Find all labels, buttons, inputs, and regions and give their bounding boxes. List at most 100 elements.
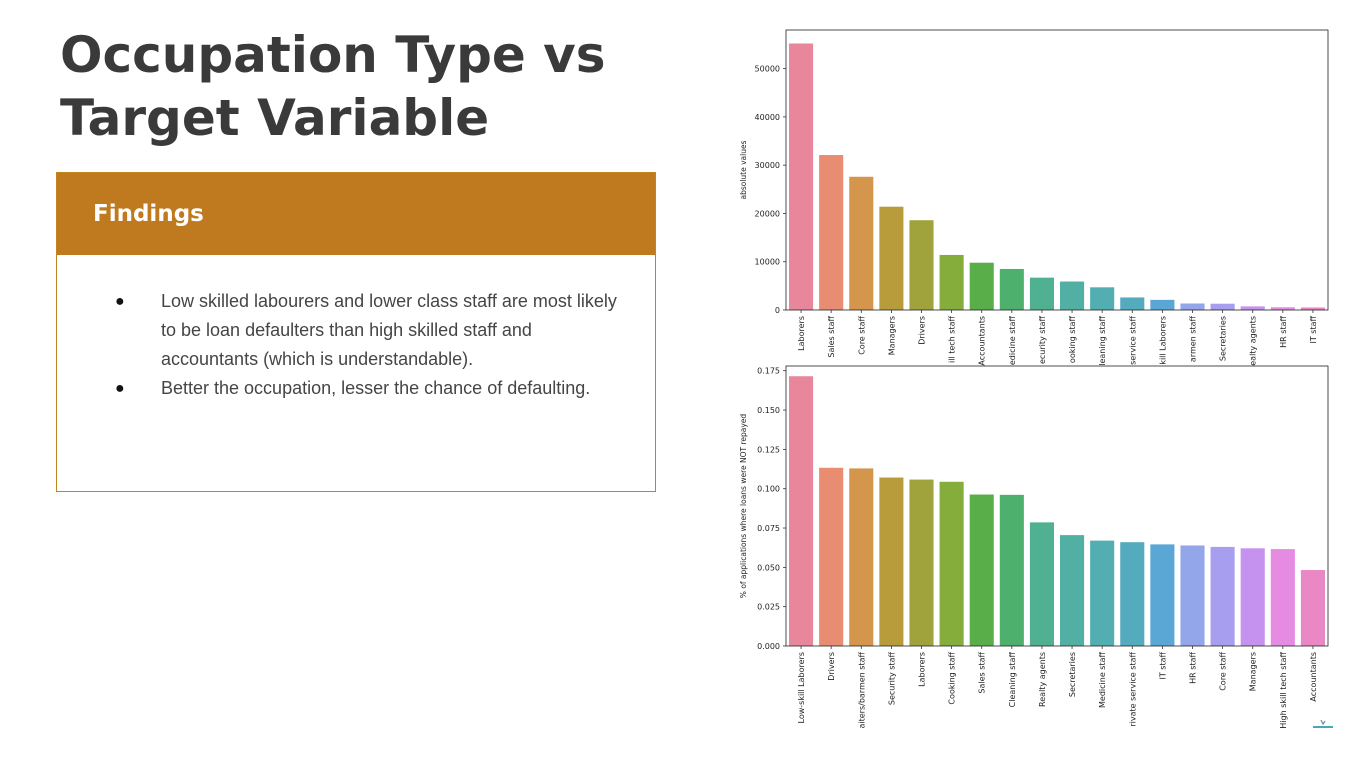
findings-header: Findings (57, 173, 655, 255)
x-tick-label: Medicine staff (1098, 652, 1107, 708)
y-tick-label: 20000 (755, 209, 780, 218)
bar-7 (969, 262, 994, 310)
x-tick-label: HR staff (1279, 316, 1288, 348)
y-tick-label: 0.150 (757, 406, 780, 415)
x-tick-label: Realty agents (1038, 652, 1047, 707)
bar-11 (1090, 287, 1115, 310)
x-tick-label: armen staff (1189, 316, 1198, 363)
y-tick-label: 40000 (755, 113, 780, 122)
bar-3 (849, 468, 874, 646)
x-tick-label: Managers (1249, 652, 1258, 691)
bar-4 (879, 206, 904, 310)
bar-2 (819, 467, 844, 646)
y-tick-label: 50000 (755, 65, 780, 74)
bar-5 (909, 479, 934, 646)
bar-10 (1060, 535, 1085, 646)
x-tick-label: service staff (1128, 316, 1137, 365)
x-tick-label: Managers (887, 316, 896, 355)
chart-1: Laborers Sales staff Core staff Managers Dri… (739, 29, 1329, 366)
bar-13 (1150, 544, 1175, 646)
bar-7 (969, 494, 994, 646)
y-tick-label: 0.050 (757, 563, 780, 572)
bar-18 (1300, 307, 1325, 310)
x-tick-label: aiters/barmen staff (857, 652, 866, 729)
y-tick-label: 0.175 (757, 367, 780, 376)
bar-9 (1029, 522, 1054, 646)
bar-8 (999, 268, 1024, 310)
x-tick-label: Secretaries (1219, 316, 1228, 361)
finding-item: ● Better the occupation, lesser the chan… (113, 374, 625, 403)
x-tick-label: Core staff (1219, 652, 1228, 691)
x-tick-label: ill tech staff (948, 316, 957, 363)
plot-frame (785, 29, 1329, 311)
x-tick-label: rivate service staff (1128, 652, 1137, 727)
x-tick-label: Sales staff (978, 652, 987, 694)
bullet-icon: ● (115, 293, 125, 310)
y-tick-label: 0.125 (757, 445, 780, 454)
y-axis-label: absolute values (739, 140, 748, 199)
x-tick-label: Sales staff (827, 316, 836, 358)
finding-text: Better the occupation, lesser the chance… (161, 378, 591, 398)
x-tick-label: Accountants (1309, 652, 1318, 702)
bar-6 (939, 254, 964, 310)
bar-6 (939, 481, 964, 646)
y-tick-label: 0 (775, 306, 780, 315)
bar-1 (789, 376, 814, 646)
x-tick-label: Cooking staff (948, 652, 957, 705)
x-tick-label: ealty agents (1249, 316, 1258, 366)
bar-8 (999, 494, 1024, 646)
bar-1 (789, 43, 814, 310)
bar-11 (1090, 540, 1115, 646)
bar-4 (879, 477, 904, 646)
y-tick-label: 0.025 (757, 603, 780, 612)
x-tick-label: IT staff (1309, 316, 1318, 344)
bar-13 (1150, 299, 1175, 310)
bar-18 (1300, 570, 1325, 646)
findings-list: ● Low skilled labourers and lower class … (57, 255, 655, 403)
x-tick-label: IT staff (1158, 652, 1167, 680)
x-tick-label: Accountants (978, 316, 987, 366)
y-tick-label: 10000 (755, 258, 780, 267)
logo-icon (1313, 719, 1333, 728)
x-tick-label: HR staff (1189, 652, 1198, 684)
x-tick-label: edicine staff (1008, 316, 1017, 366)
y-tick-label: 0.075 (757, 524, 780, 533)
charts-area: Laborers Sales staff Core staff Managers Dri… (739, 29, 1329, 729)
x-tick-label: Cleaning staff (1008, 652, 1017, 708)
x-tick-label: High skill tech staff (1279, 652, 1288, 729)
bar-14 (1180, 303, 1205, 310)
bar-10 (1060, 281, 1085, 310)
bar-15 (1210, 546, 1235, 646)
finding-item: ● Low skilled labourers and lower class … (113, 287, 625, 374)
bar-5 (909, 220, 934, 310)
x-tick-label: Laborers (797, 316, 806, 351)
slide-title-line-2: Target Variable (60, 89, 490, 147)
bar-3 (849, 176, 874, 310)
x-tick-label: kill Laborers (1158, 316, 1167, 365)
x-tick-label: leaning staff (1098, 316, 1107, 366)
x-tick-label: Drivers (827, 652, 836, 681)
x-tick-label: ooking staff (1068, 316, 1077, 364)
chart-2: Low-skill Laborers Drivers aiters/barmen s… (739, 365, 1329, 729)
x-tick-label: Secretaries (1068, 652, 1077, 697)
bar-16 (1240, 548, 1265, 646)
y-tick-label: 30000 (755, 161, 780, 170)
bar-17 (1270, 307, 1295, 310)
bar-14 (1180, 545, 1205, 646)
bar-15 (1210, 303, 1235, 310)
bar-12 (1120, 297, 1145, 310)
findings-box: Findings ● Low skilled labourers and low… (56, 172, 656, 492)
bar-12 (1120, 542, 1145, 646)
bar-16 (1240, 306, 1265, 310)
slide-title-line-1: Occupation Type vs (60, 26, 606, 84)
x-tick-label: Security staff (887, 652, 896, 706)
slide-title: Occupation Type vs Target Variable (60, 24, 680, 150)
findings-heading: Findings (93, 201, 204, 227)
x-tick-label: ecurity staff (1038, 316, 1047, 365)
bar-17 (1270, 549, 1295, 646)
y-tick-label: 0.100 (757, 485, 780, 494)
bar-2 (819, 155, 844, 310)
y-axis-label: % of applications where loans were NOT r… (739, 414, 748, 599)
x-tick-label: Laborers (918, 652, 927, 687)
x-tick-label: Drivers (918, 316, 927, 345)
